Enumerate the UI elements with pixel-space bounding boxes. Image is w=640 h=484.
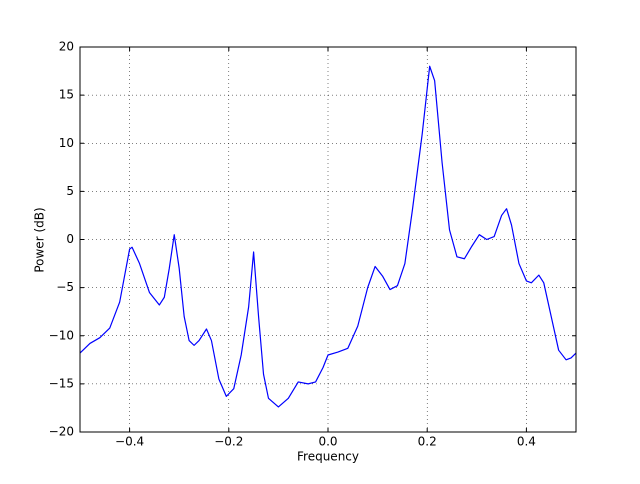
y-tick-label: 20 <box>59 40 74 54</box>
y-tick-label: −15 <box>49 376 74 390</box>
x-tick-label: 0.0 <box>318 435 337 449</box>
y-tick-label: 0 <box>66 232 74 246</box>
plot-frame <box>79 46 577 433</box>
y-tick-label: 15 <box>59 88 74 102</box>
y-tick-label: 10 <box>59 136 74 150</box>
x-axis-label: Frequency <box>297 450 359 464</box>
x-tick-label: −0.2 <box>214 435 243 449</box>
y-axis-label: Power (dB) <box>33 207 47 272</box>
y-tick-label: 5 <box>66 184 74 198</box>
y-tick-label: −5 <box>56 280 74 294</box>
x-tick-label: 0.2 <box>418 435 437 449</box>
x-tick-label: 0.4 <box>517 435 536 449</box>
x-tick-label: −0.4 <box>115 435 144 449</box>
y-tick-label: −10 <box>49 328 74 342</box>
line <box>79 65 577 408</box>
y-tick-label: −20 <box>49 425 74 439</box>
